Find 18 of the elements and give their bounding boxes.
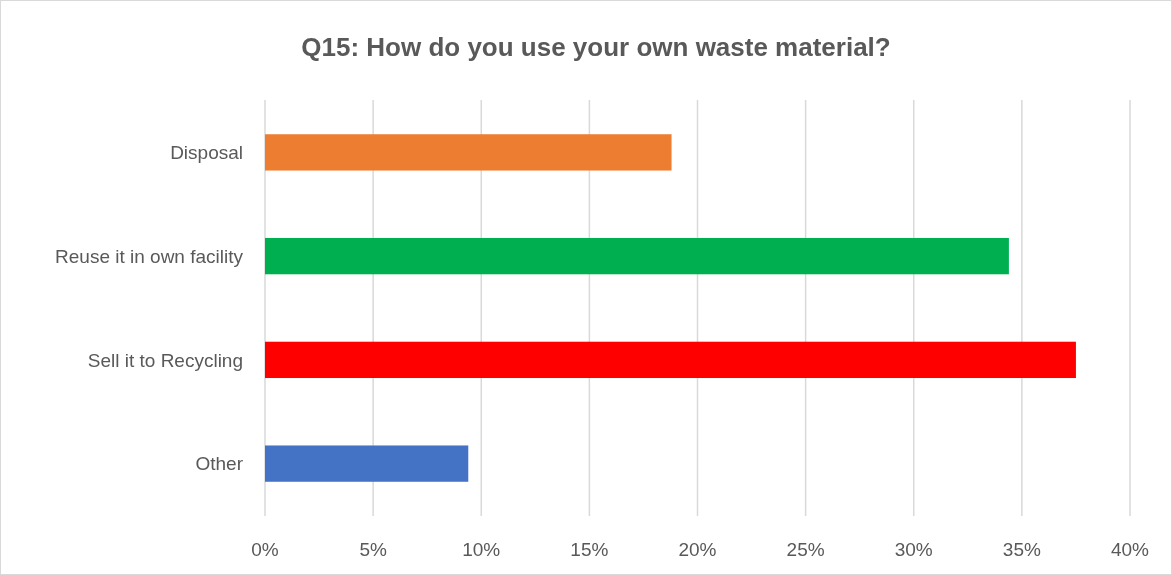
bar <box>265 341 1076 379</box>
y-tick-label: Other <box>195 453 244 475</box>
x-tick-label: 10% <box>462 539 501 560</box>
y-tick-label: Sell it to Recycling <box>87 349 243 371</box>
x-tick-label: 20% <box>678 539 717 560</box>
y-tick-label: Disposal <box>170 142 243 164</box>
y-tick-label: Reuse it in own facility <box>55 245 244 267</box>
x-tick-label: 35% <box>1002 539 1041 560</box>
x-tick-label: 0% <box>251 539 279 560</box>
x-tick-label: 15% <box>570 539 609 560</box>
bar <box>265 445 469 482</box>
bar <box>265 134 672 171</box>
x-tick-label: 40% <box>1110 539 1150 560</box>
bar <box>265 237 1009 275</box>
x-tick-label: 30% <box>894 539 933 560</box>
chart-title: Q15: How do you use your own waste material? <box>301 32 891 62</box>
x-tick-label: 25% <box>786 539 825 560</box>
x-tick-label: 5% <box>359 539 387 560</box>
